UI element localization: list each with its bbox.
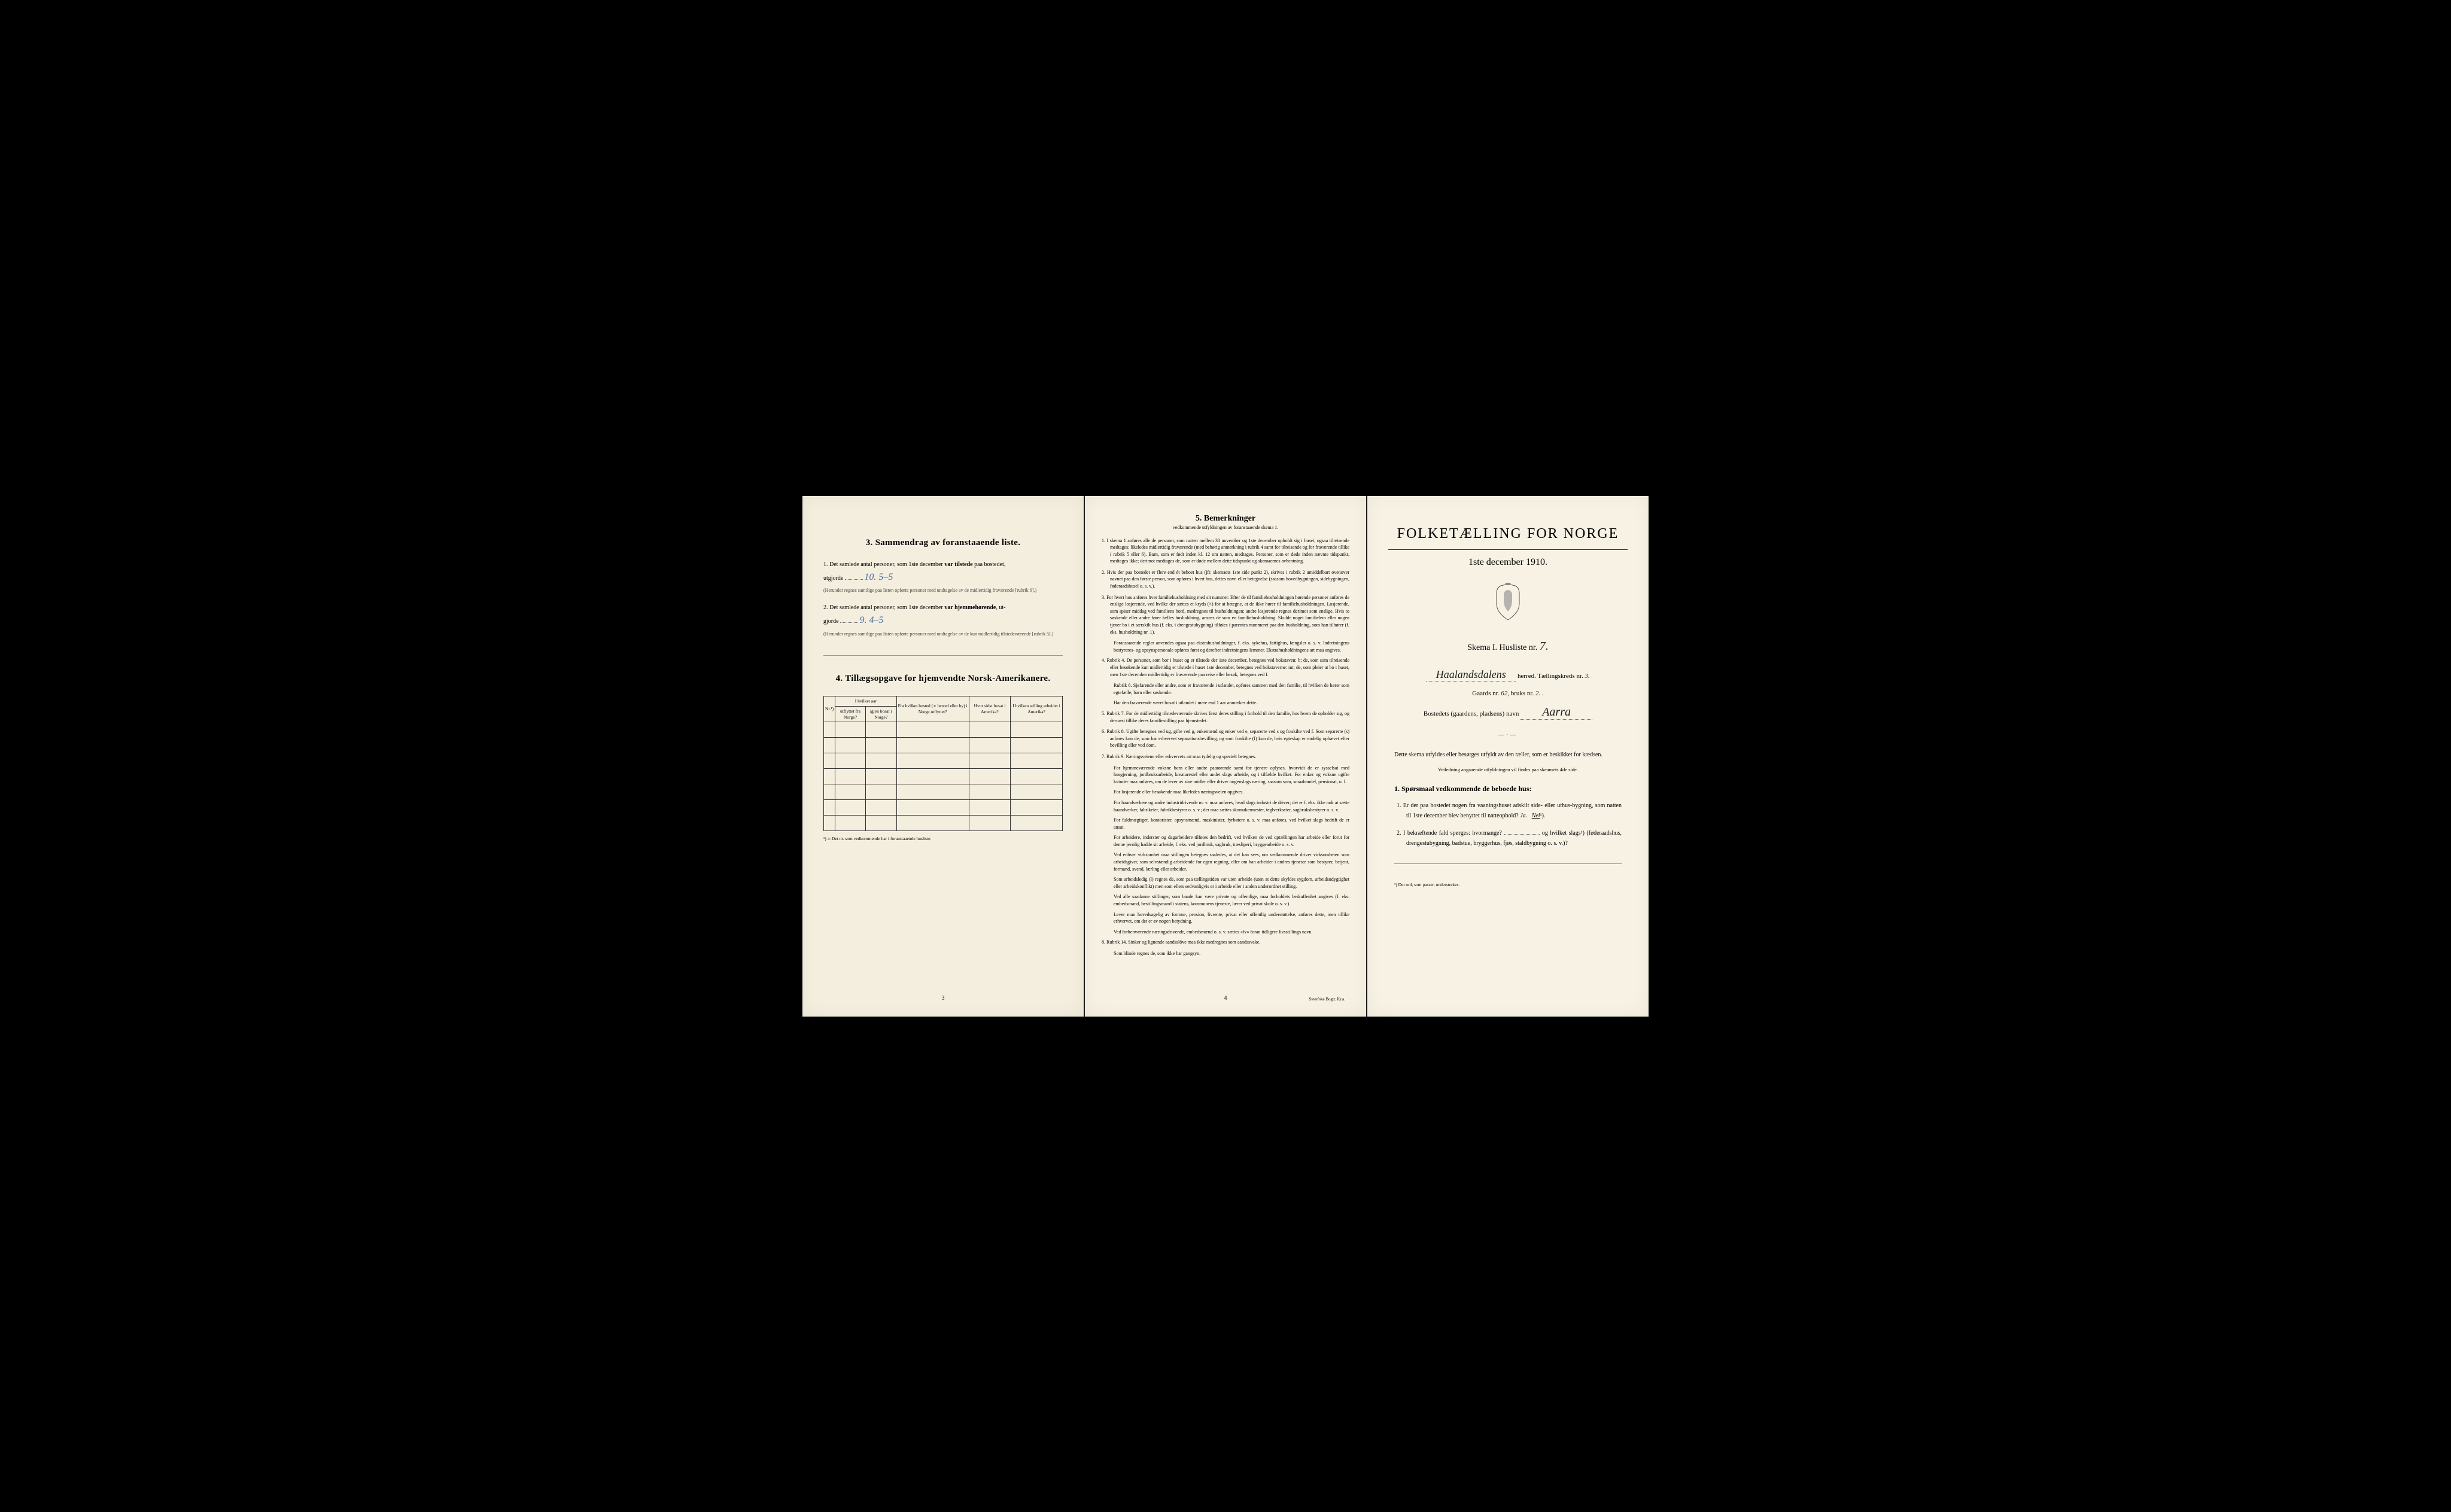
- instruction-7f: For arbeidere, inderster og dagarbeidere…: [1102, 834, 1349, 848]
- th-position: I hvilken stilling arbeidet i Amerika?: [1011, 696, 1063, 722]
- instruction-7b: For hjemmeværende voksne barn eller andr…: [1102, 765, 1349, 786]
- instruction-3b: Foranstaaende regler anvendes ogsaa paa …: [1102, 640, 1349, 653]
- table-row: [824, 816, 1063, 831]
- section-5-heading: 5. Bemerkninger: [1102, 514, 1349, 524]
- bruks-label: bruks nr.: [1511, 690, 1534, 697]
- skema-label: Skema I. Husliste nr.: [1467, 643, 1537, 652]
- question-heading: 1. Spørsmaal vedkommende de beboede hus:: [1388, 784, 1628, 793]
- herred-line: Haalandsdalens herred. Tællingskreds nr.…: [1388, 668, 1628, 682]
- printer-mark: Steen'ske Bogtr. Kr.a.: [1309, 997, 1345, 1002]
- bosted-line: Bostedets (gaardens, pladsens) navn Aarr…: [1388, 705, 1628, 720]
- q1-text: 1. Er der paa bostedet nogen fra vaaning…: [1397, 802, 1622, 819]
- instruction-8: 8. Rubrik 14. Sinker og lignende aandssl…: [1102, 939, 1349, 946]
- table-row: [824, 722, 1063, 738]
- item2-suffix: , ut-: [996, 604, 1005, 611]
- table-row: [824, 800, 1063, 816]
- instruction-7d: For haandverkere og andre industridriven…: [1102, 799, 1349, 813]
- page-right: FOLKETÆLLING FOR NORGE 1ste december 191…: [1367, 496, 1649, 1017]
- instruction-7g: Ved enhver virksomhet maa stillingen bet…: [1102, 851, 1349, 872]
- right-footnote: ¹) Det ord, som passer, understrekes.: [1388, 882, 1628, 887]
- herred-value: Haalandsdalens: [1426, 668, 1516, 682]
- section-3-heading: 3. Sammendrag av foranstaaende liste.: [823, 538, 1063, 548]
- emigrant-tbody: [824, 722, 1063, 831]
- page-number-3: 3: [942, 995, 945, 1002]
- instruction-7i: Ved alle saadanne stillinger, som baade …: [1102, 893, 1349, 907]
- gaards-nr: 62,: [1501, 690, 1509, 697]
- instruction-7c: For losjerende eller besøkende maa likel…: [1102, 789, 1349, 796]
- table-footnote: ¹) ɔ: Det nr. som vedkommende har i fora…: [823, 836, 1063, 841]
- coat-of-arms-icon: [1388, 583, 1628, 625]
- instruction-7: 7. Rubrik 9. Næringsveiene eller erhverv…: [1102, 753, 1349, 760]
- gaards-label: Gaards nr.: [1472, 690, 1499, 697]
- th-returned: igjen bosat i Norge?: [865, 706, 896, 722]
- item2-fine-print: (Herunder regnes samtlige paa listen opf…: [823, 631, 1063, 637]
- instruction-3: 3. For hvert hus anføres hver familiehus…: [1102, 594, 1349, 636]
- bosted-label: Bostedets (gaardens, pladsens) navn: [1424, 710, 1521, 717]
- q1-sup: ¹).: [1540, 813, 1546, 819]
- main-title: FOLKETÆLLING FOR NORGE: [1388, 526, 1628, 542]
- page-number-4: 4: [1224, 995, 1227, 1002]
- body-text-2: Veiledning angaaende utfyldningen vil fi…: [1388, 766, 1628, 774]
- table-row: [824, 753, 1063, 769]
- th-nr: Nr.¹): [824, 696, 835, 722]
- item1-suffix: paa bostedet,: [973, 561, 1006, 568]
- page-center: 5. Bemerkninger vedkommende utfyldningen…: [1085, 496, 1366, 1017]
- gaards-line: Gaards nr. 62, bruks nr. 2. .: [1388, 690, 1628, 697]
- section-5-subheading: vedkommende utfyldningen av foranstaaend…: [1102, 525, 1349, 530]
- question-1: 1. Er der paa bostedet nogen fra vaaning…: [1388, 801, 1628, 821]
- item1-line2: utgjorde: [823, 575, 843, 582]
- item2-bold: var hjemmehørende: [944, 604, 996, 611]
- q2-prefix: 2. I bekræftende fald spørges: hvormange…: [1397, 830, 1504, 836]
- instruction-7k: Ved forhenværende næringsdrivende, embed…: [1102, 929, 1349, 936]
- subtitle: 1ste december 1910.: [1388, 557, 1628, 568]
- husliste-nr: 7.: [1540, 640, 1549, 653]
- table-row: [824, 738, 1063, 753]
- instructions-list: 1. I skema 1 anføres alle de personer, s…: [1102, 537, 1349, 957]
- emigrant-table: Nr.¹) I hvilket aar Fra hvilket bosted (…: [823, 696, 1063, 831]
- instruction-4c: Har den fraværende været bosat i utlande…: [1102, 699, 1349, 707]
- bruks-nr: 2. .: [1535, 690, 1544, 697]
- emigrant-table-container: Nr.¹) I hvilket aar Fra hvilket bosted (…: [823, 696, 1063, 841]
- q1-nei: Nei: [1532, 813, 1540, 819]
- instruction-8b: Som blinde regnes de, som ikke har gangs…: [1102, 950, 1349, 957]
- instruction-7h: Som arbeidsledig (l) regnes de, som paa …: [1102, 876, 1349, 890]
- item1-bold: var tilstede: [944, 561, 972, 568]
- instruction-2: 2. Hvis der paa bostedet er flere end ét…: [1102, 569, 1349, 590]
- table-row: [824, 769, 1063, 784]
- bosted-value: Aarra: [1521, 705, 1592, 720]
- kreds-nr: 3.: [1585, 673, 1590, 680]
- th-from: Fra hvilket bosted (ɔ: herred eller by) …: [896, 696, 969, 722]
- question-2: 2. I bekræftende fald spørges: hvormange…: [1388, 828, 1628, 848]
- th-year: I hvilket aar: [835, 696, 896, 707]
- th-emigrated: utflyttet fra Norge?: [835, 706, 866, 722]
- item2-handwritten-value: 9. 4–5: [860, 615, 884, 625]
- herred-label: herred. Tællingskreds nr.: [1518, 673, 1583, 680]
- th-where: Hvor sidst bosat i Amerika?: [969, 696, 1010, 722]
- table-row: [824, 784, 1063, 800]
- ornament-divider: ―·―: [1388, 732, 1628, 738]
- item2-line2: gjorde: [823, 618, 839, 625]
- instruction-7j: Lever man hovedsagelig av formue, pensio…: [1102, 911, 1349, 925]
- title-rule: [1388, 549, 1628, 550]
- summary-item-1: 1. Det samlede antal personer, som 1ste …: [823, 560, 1063, 594]
- body-text-1: Dette skema utfyldes eller besørges utfy…: [1388, 750, 1628, 760]
- section-4-heading: 4. Tillægsopgave for hjemvendte Norsk-Am…: [823, 674, 1063, 684]
- instruction-6: 6. Rubrik 8. Ugifte betegnes ved ug, gif…: [1102, 728, 1349, 749]
- instruction-7e: For fuldmægtiger, kontorister, opsynsmæn…: [1102, 817, 1349, 830]
- item1-fine-print: (Herunder regnes samtlige paa listen opf…: [823, 587, 1063, 594]
- instruction-1: 1. I skema 1 anføres alle de personer, s…: [1102, 537, 1349, 565]
- q1-ja: Ja.: [1520, 813, 1527, 819]
- instruction-5: 5. Rubrik 7. For de midlertidig tilstede…: [1102, 710, 1349, 724]
- instruction-4b: Rubrik 6. Sjøfarende eller andre, som er…: [1102, 682, 1349, 696]
- summary-item-2: 2. Det samlede antal personer, som 1ste …: [823, 603, 1063, 637]
- skema-line: Skema I. Husliste nr. 7.: [1388, 640, 1628, 653]
- item2-prefix: 2. Det samlede antal personer, som 1ste …: [823, 604, 944, 611]
- item1-handwritten-value: 10. 5–5: [864, 572, 893, 582]
- page-left: 3. Sammendrag av foranstaaende liste. 1.…: [802, 496, 1084, 1017]
- item1-prefix: 1. Det samlede antal personer, som 1ste …: [823, 561, 944, 568]
- instruction-4: 4. Rubrik 4. De personer, som bor i huse…: [1102, 657, 1349, 678]
- document-spread: 3. Sammendrag av foranstaaende liste. 1.…: [802, 496, 1649, 1017]
